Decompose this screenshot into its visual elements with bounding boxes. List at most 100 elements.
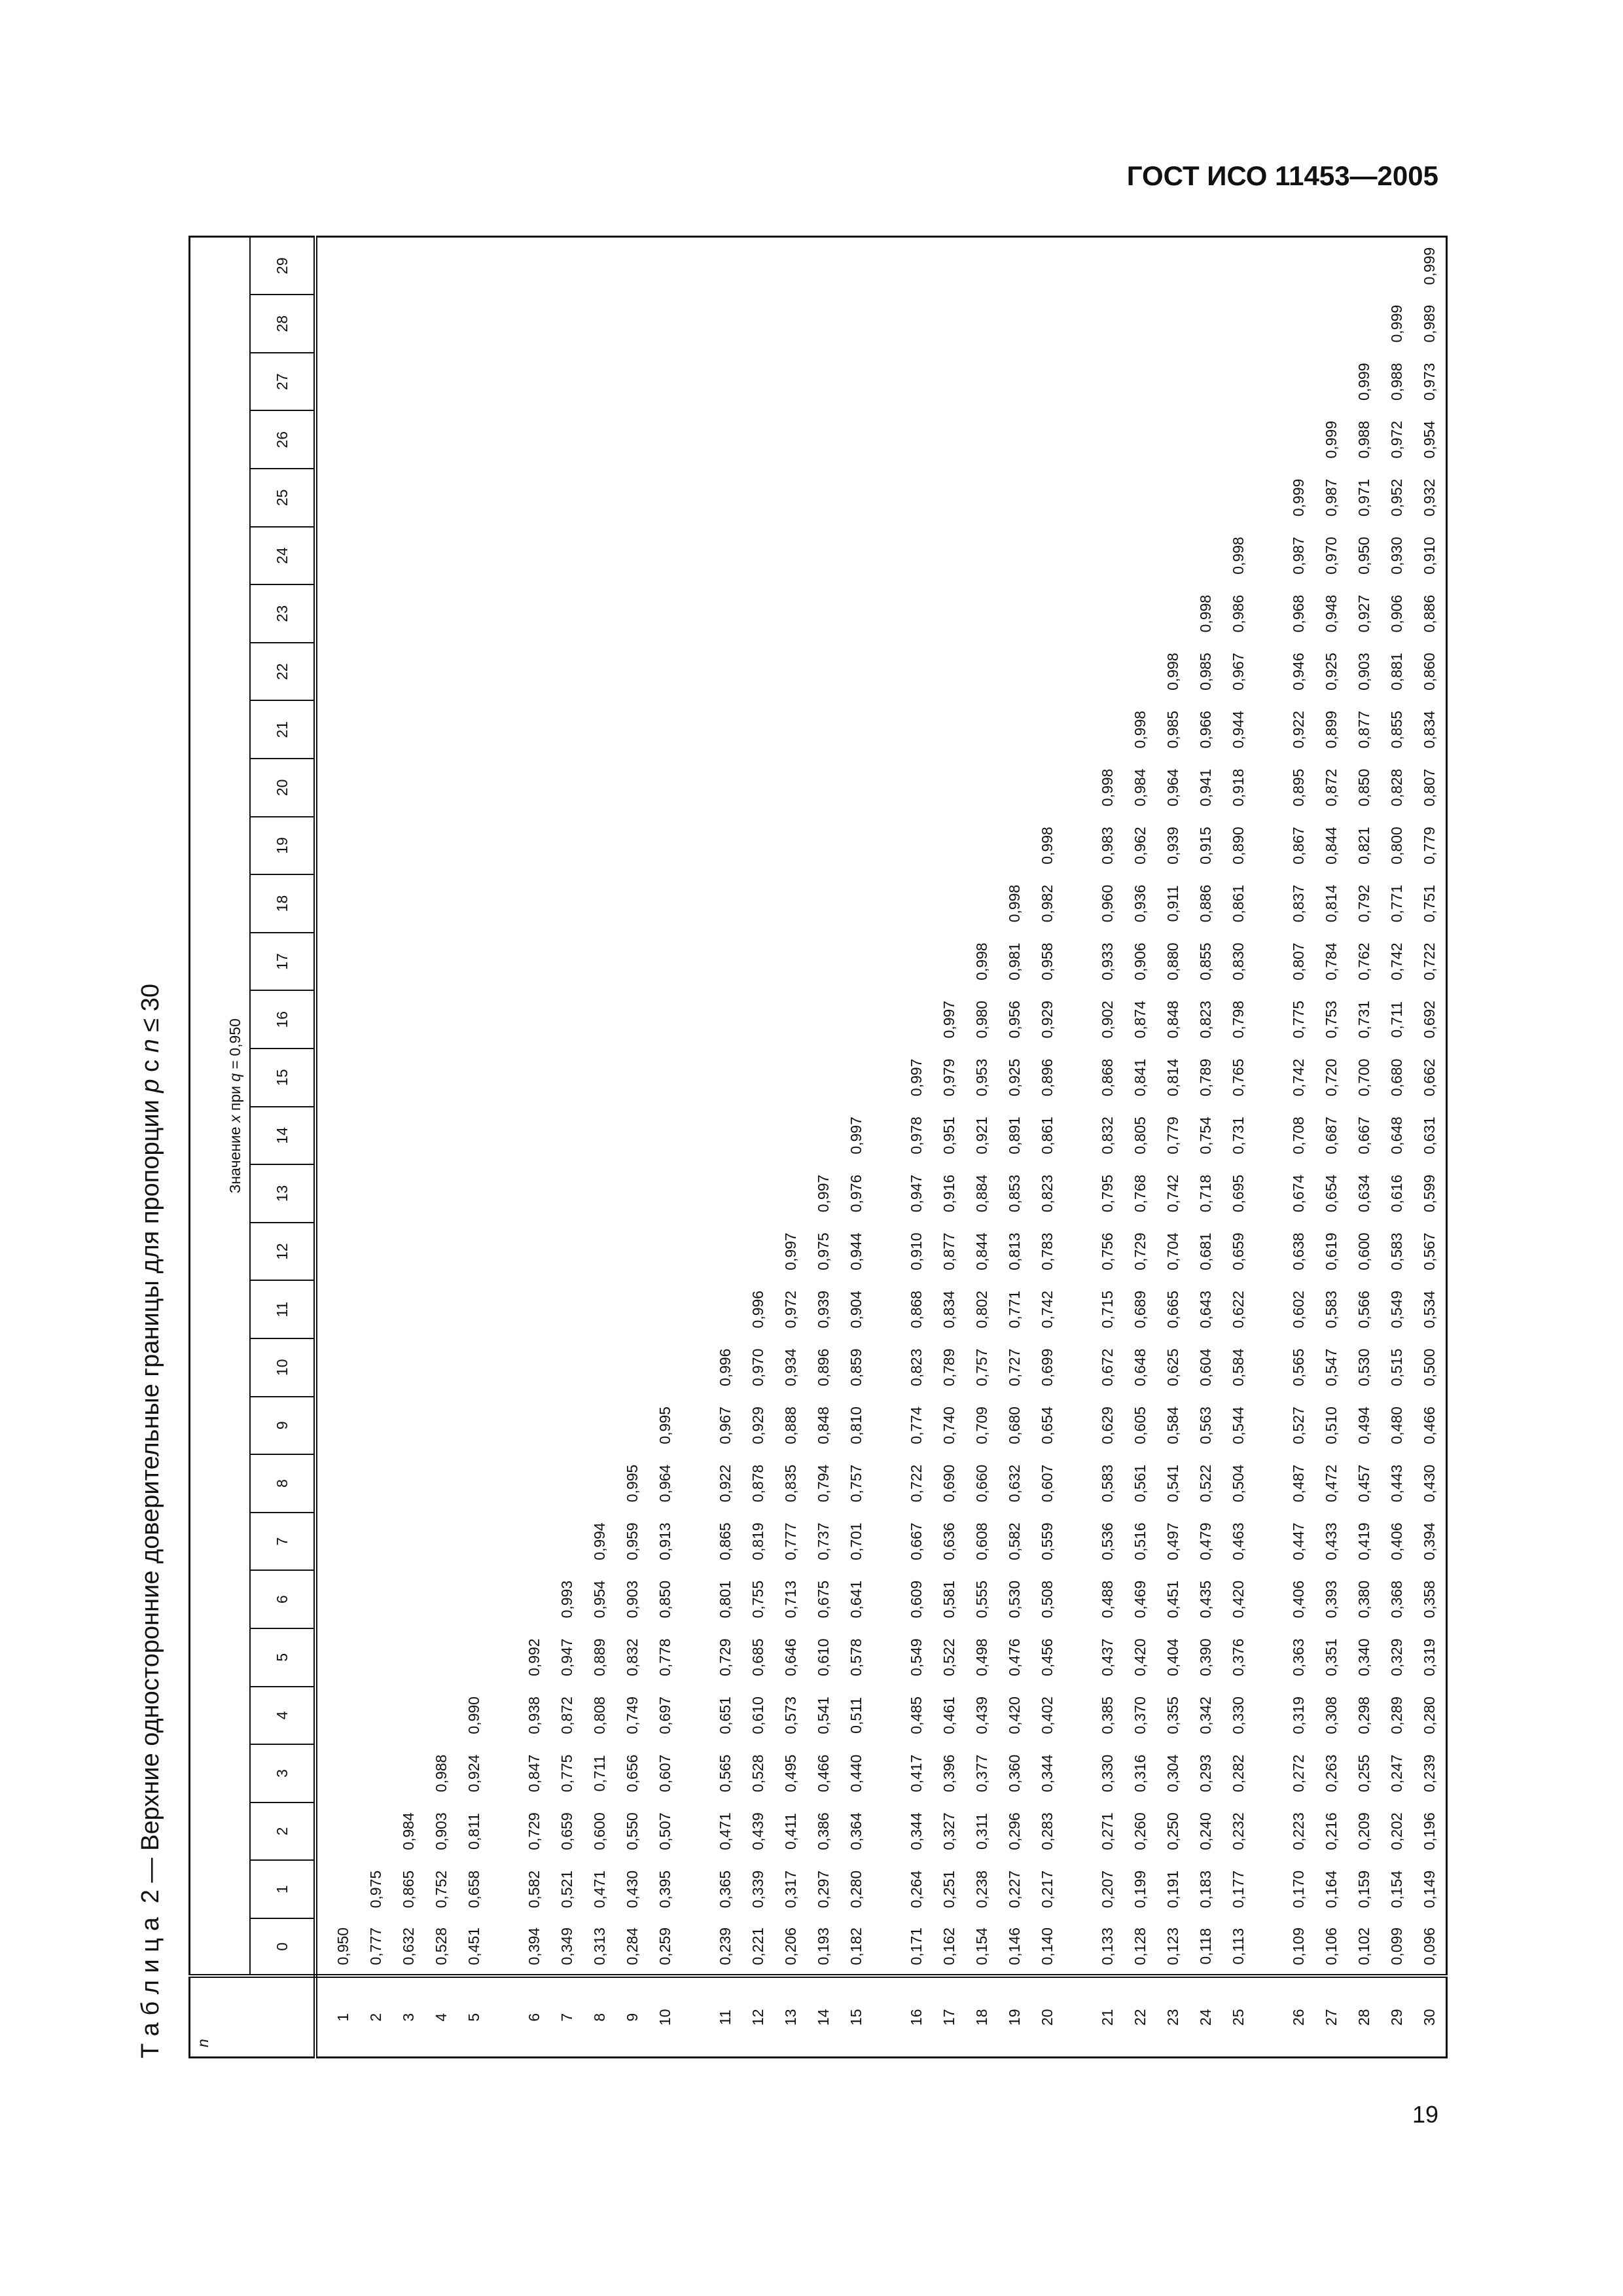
table-row: 4 0,528 0,752 0,903 0,988 [425,237,457,2058]
row-label: 7 [550,1976,583,2058]
table-cell: 0,762 [1355,942,1372,980]
table-cell: 0,239 [716,1927,734,1965]
empty-cell [583,1223,616,1281]
empty-cell [457,990,490,1049]
caption-part: p [137,1079,164,1093]
empty-cell [616,1338,649,1397]
table-cell: 0,527 [1289,1407,1307,1444]
empty-cell [774,1164,807,1223]
empty-cell [1156,584,1189,643]
empty-cell [490,933,550,991]
empty-cell [1156,469,1189,527]
row-label: 25 [1222,1976,1255,2058]
table-cell: 0,865 [716,1522,734,1560]
empty-cell [359,1107,392,1165]
empty-cell [490,1397,550,1455]
empty-cell [741,469,774,527]
empty-cell [1255,353,1315,411]
table-cell: 0,903 [432,1812,450,1850]
table-row: 9 0,284 0,430 0,550 0,656 0,749 0,832 0,903 0,95… [616,237,649,2058]
table-cell: 0,154 [972,1927,990,1965]
table-cell: 0,729 [1131,1232,1149,1270]
table-cell: 0,938 [525,1696,543,1734]
empty-cell [933,700,965,759]
empty-cell [315,1687,359,1745]
table-cell: 0,954 [590,1580,608,1619]
empty-cell [965,469,998,527]
empty-cell [933,353,965,411]
empty-cell [1031,410,1063,469]
empty-cell [490,643,550,701]
empty-cell [616,584,649,643]
empty-cell [807,353,840,411]
table-cell: 0,868 [1098,1058,1116,1097]
table-cell: 0,896 [1038,1058,1056,1097]
row-label: 18 [965,1976,998,2058]
table-cell: 0,662 [1420,1058,1438,1097]
table-cell: 0,999 [1289,478,1307,517]
empty-cell [425,1280,457,1338]
table-cell: 0,344 [1038,1754,1056,1793]
empty-cell [359,1454,392,1513]
table-cell: 0,867 [1289,827,1307,865]
table-cell: 0,651 [716,1696,734,1734]
table-cell: 0,754 [1196,1117,1214,1155]
empty-cell [392,700,425,759]
column-header: 23 [250,584,315,643]
empty-cell [359,584,392,643]
table-cell: 0,939 [1164,827,1181,865]
table-cell: 0,997 [907,1058,925,1097]
table-cell: 0,304 [1164,1754,1181,1793]
empty-cell [457,1454,490,1513]
table-cell: 0,643 [1196,1290,1214,1329]
table-cell: 0,488 [1098,1580,1116,1619]
empty-cell [392,295,425,353]
row-label: 1 [315,1976,359,2058]
table-cell: 0,565 [1289,1348,1307,1387]
column-header: 8 [250,1454,315,1513]
table-cell: 0,927 [1355,594,1372,633]
table-row: 8 0,313 0,471 0,600 0,711 0,808 0,889 0,954 0,99… [583,237,616,2058]
empty-cell [457,527,490,585]
row-label: 11 [681,1976,741,2058]
empty-cell [1124,584,1156,643]
empty-cell [359,1397,392,1455]
empty-cell [681,1164,741,1223]
empty-cell [425,700,457,759]
table-cell: 0,329 [1387,1638,1405,1677]
empty-cell [933,237,965,295]
table-cell: 0,813 [1005,1232,1023,1270]
table-cell: 0,128 [1131,1927,1149,1965]
row-label: 22 [1124,1976,1156,2058]
empty-cell [1063,527,1124,585]
empty-cell [392,1628,425,1687]
empty-cell [315,237,359,295]
table-cell: 0,906 [1131,942,1149,980]
table-cell: 0,402 [1038,1696,1056,1734]
table-cell: 0,191 [1164,1870,1181,1909]
table-cell: 0,889 [590,1638,608,1677]
table-cell: 0,284 [623,1927,641,1965]
table-cell: 0,992 [525,1638,543,1677]
table-cell: 0,199 [1131,1870,1149,1909]
empty-cell [840,584,872,643]
empty-cell [649,1049,681,1107]
table-row: 2 0,777 0,975 [359,237,392,2058]
empty-cell [425,817,457,875]
empty-cell [1380,237,1413,295]
row-label: 17 [933,1976,965,2058]
empty-cell [741,1107,774,1165]
empty-cell [457,1338,490,1397]
table-cell: 0,566 [1355,1290,1372,1329]
empty-cell [1031,643,1063,701]
empty-cell [1063,237,1124,295]
empty-cell [1156,410,1189,469]
empty-cell [1031,469,1063,527]
empty-cell [681,584,741,643]
table-cell: 0,988 [1355,420,1372,459]
empty-cell [315,469,359,527]
empty-cell [1255,410,1315,469]
empty-cell [490,759,550,817]
table-cell: 0,699 [1038,1348,1056,1387]
empty-cell [681,410,741,469]
